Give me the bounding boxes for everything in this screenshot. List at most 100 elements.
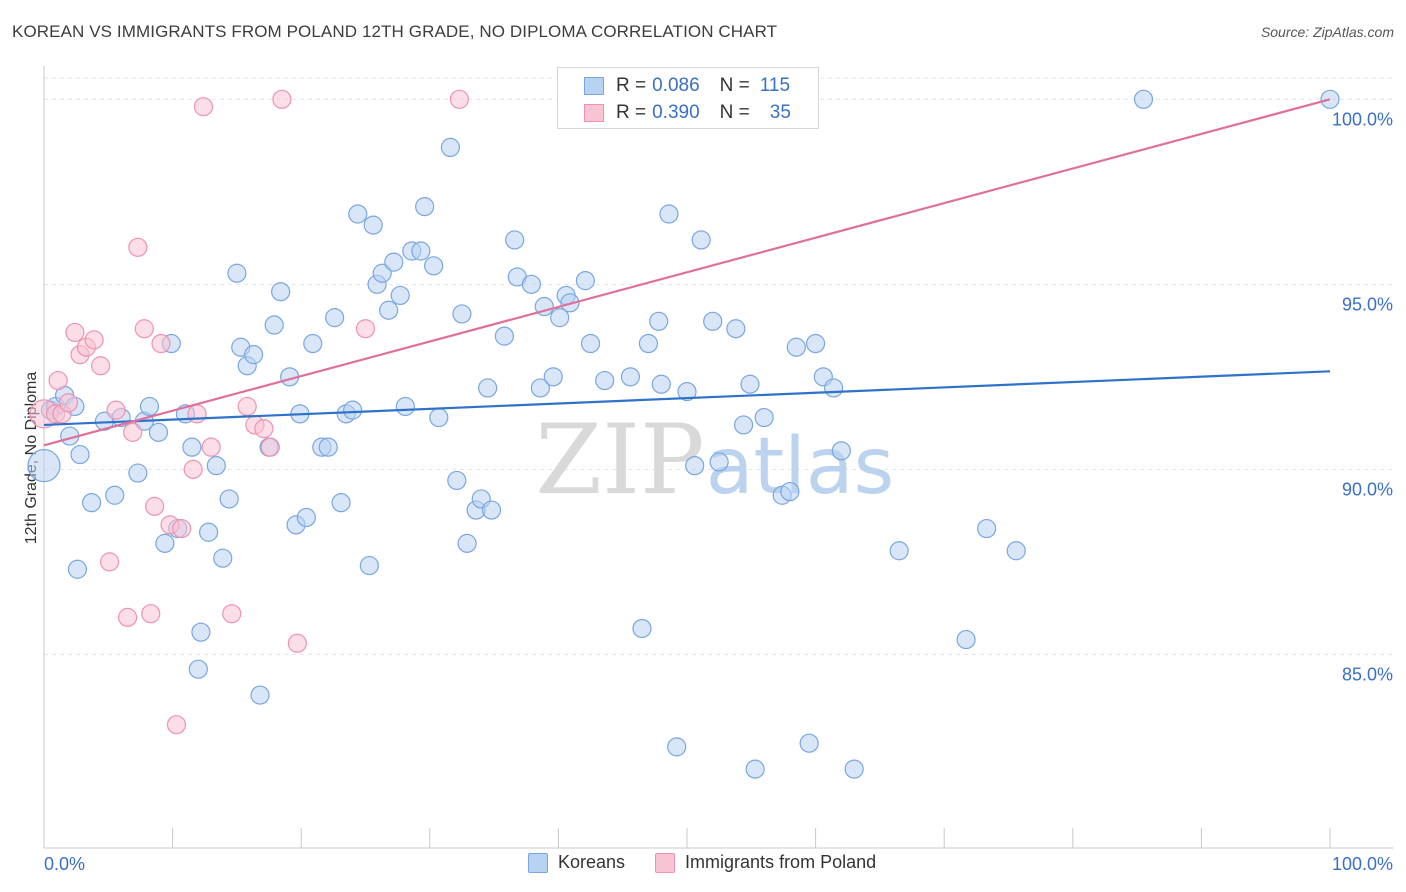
- korean-point: [250, 685, 270, 705]
- korean-point: [550, 308, 570, 328]
- y-tick-label: 100.0%: [1332, 109, 1393, 129]
- legend-r-label: R =: [616, 75, 647, 96]
- korean-point: [726, 319, 746, 339]
- korean-point: [372, 263, 392, 283]
- poland-point: [141, 604, 161, 624]
- y-tick-label: 95.0%: [1342, 294, 1393, 314]
- watermark-atlas: atlas: [706, 422, 895, 512]
- poland-point: [449, 89, 469, 109]
- korean-point: [191, 622, 211, 642]
- korean-point: [844, 759, 864, 779]
- korean-point: [415, 197, 435, 217]
- korean-point: [709, 452, 729, 472]
- korean-point: [213, 548, 233, 568]
- korean-point: [543, 367, 563, 387]
- korean-point: [824, 378, 844, 398]
- poland-point: [193, 97, 214, 117]
- korean-point: [977, 518, 997, 539]
- korean-point: [105, 485, 125, 505]
- korean-point: [691, 230, 711, 250]
- korean-point: [343, 400, 363, 420]
- legend-row-koreans: R = 0.086 N = 115: [584, 72, 790, 100]
- korean-point: [649, 311, 669, 331]
- korean-point: [799, 733, 819, 753]
- poland-point: [123, 422, 143, 442]
- poland-point: [183, 459, 203, 479]
- korean-point: [632, 618, 652, 639]
- korean-point: [780, 481, 800, 502]
- korean-point: [128, 463, 148, 483]
- korean-point: [67, 559, 88, 579]
- korean-point: [733, 415, 754, 435]
- korean-point: [831, 441, 851, 461]
- korean-point: [139, 396, 160, 417]
- korean-point: [206, 456, 226, 476]
- legend-row-poland: R = 0.390 N = 35: [584, 99, 791, 127]
- poland-point: [106, 400, 126, 420]
- korean-point: [505, 230, 525, 250]
- x-tick-label: 100.0%: [1332, 854, 1393, 874]
- korean-point: [667, 737, 687, 757]
- poland-point: [134, 319, 154, 339]
- korean-point: [424, 256, 444, 276]
- korean-point: [81, 493, 102, 513]
- poland-point: [260, 437, 280, 457]
- x-tick-label: 0.0%: [44, 854, 85, 874]
- korean-point: [227, 263, 247, 283]
- poland-point: [151, 333, 171, 354]
- chart-title: KOREAN VS IMMIGRANTS FROM POLAND 12TH GR…: [12, 22, 778, 41]
- poland-point: [201, 437, 221, 457]
- poland-point: [166, 715, 187, 735]
- korean-point: [303, 333, 323, 354]
- korean-point: [740, 374, 760, 394]
- korean-point: [325, 308, 345, 328]
- poland-point: [254, 419, 274, 439]
- korean-point: [188, 659, 208, 679]
- legend-item-koreans[interactable]: Koreans: [528, 852, 625, 873]
- legend-label-koreans: Koreans: [558, 852, 626, 872]
- legend-r-label: R =: [616, 102, 647, 123]
- poland-point: [187, 404, 207, 424]
- korean-point: [318, 437, 338, 457]
- poland-point: [58, 393, 79, 413]
- korean-point: [620, 367, 641, 387]
- series-legend: Koreans Immigrants from Poland: [528, 852, 906, 873]
- korean-point: [638, 333, 659, 354]
- korean-point: [447, 470, 467, 491]
- korean-point: [271, 282, 291, 302]
- stats-legend: R = 0.086 N = 115 R = 0.390 N = 35: [557, 67, 819, 129]
- poland-point: [117, 607, 138, 627]
- legend-item-poland[interactable]: Immigrants from Poland: [655, 852, 876, 873]
- legend-n-label: N =: [719, 75, 750, 96]
- poland-point: [90, 356, 111, 376]
- korean-point: [481, 500, 502, 520]
- korean-point: [786, 337, 806, 357]
- trend-lines: [43, 98, 1331, 447]
- korean-point: [331, 493, 351, 513]
- source-label: Source: ZipAtlas.com: [1260, 24, 1394, 40]
- legend-swatch-poland: [655, 852, 676, 873]
- legend-n-value: 115: [759, 75, 791, 96]
- korean-point: [348, 204, 368, 224]
- korean-point: [703, 311, 723, 331]
- poland-point: [172, 518, 192, 539]
- watermark: ZIP atlas: [535, 404, 894, 516]
- korean-point: [379, 300, 399, 320]
- korean-point: [677, 382, 697, 402]
- korean-point: [440, 137, 460, 158]
- legend-label-poland: Immigrants from Poland: [685, 852, 877, 872]
- poland-point: [99, 552, 120, 572]
- korean-point: [411, 241, 431, 261]
- data-points: [27, 89, 1340, 779]
- korean-point: [452, 304, 472, 324]
- korean-point: [575, 271, 596, 291]
- legend-r-value: 0.390: [652, 102, 700, 123]
- korean-point: [889, 541, 909, 561]
- korean-point: [70, 444, 90, 465]
- korean-point: [745, 759, 765, 779]
- y-tick-label: 90.0%: [1342, 479, 1393, 499]
- korean-point: [521, 274, 541, 294]
- korean-point: [27, 449, 61, 483]
- korean-point: [754, 407, 774, 428]
